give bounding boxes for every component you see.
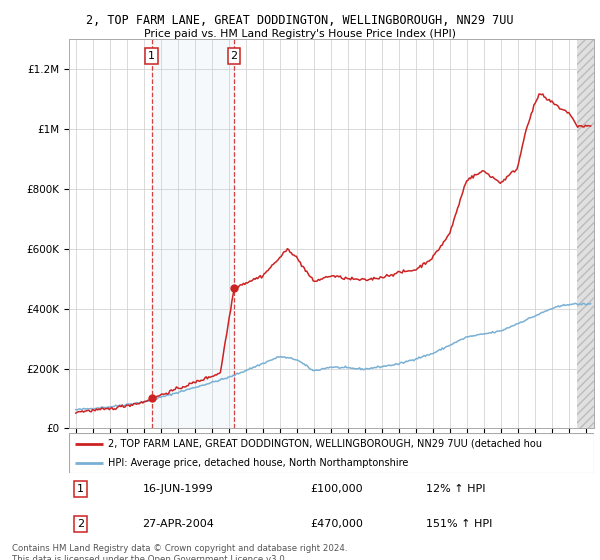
Text: £100,000: £100,000 [311,484,363,494]
Text: 2, TOP FARM LANE, GREAT DODDINGTON, WELLINGBOROUGH, NN29 7UU (detached hou: 2, TOP FARM LANE, GREAT DODDINGTON, WELL… [109,439,542,449]
Text: £470,000: £470,000 [311,519,364,529]
Text: 1: 1 [77,484,84,494]
Text: 12% ↑ HPI: 12% ↑ HPI [426,484,485,494]
Bar [152,39,234,428]
Text: 27-APR-2004: 27-APR-2004 [143,519,214,529]
Text: Contains HM Land Registry data © Crown copyright and database right 2024.
This d: Contains HM Land Registry data © Crown c… [12,544,347,560]
Text: 151% ↑ HPI: 151% ↑ HPI [426,519,493,529]
Text: HPI: Average price, detached house, North Northamptonshire: HPI: Average price, detached house, Nort… [109,458,409,468]
Bar [577,39,594,428]
Text: 2: 2 [77,519,84,529]
Text: 2, TOP FARM LANE, GREAT DODDINGTON, WELLINGBOROUGH, NN29 7UU: 2, TOP FARM LANE, GREAT DODDINGTON, WELL… [86,14,514,27]
Text: 16-JUN-1999: 16-JUN-1999 [143,484,213,494]
Text: 2: 2 [230,51,238,61]
Text: Price paid vs. HM Land Registry's House Price Index (HPI): Price paid vs. HM Land Registry's House … [144,29,456,39]
Text: 1: 1 [148,51,155,61]
